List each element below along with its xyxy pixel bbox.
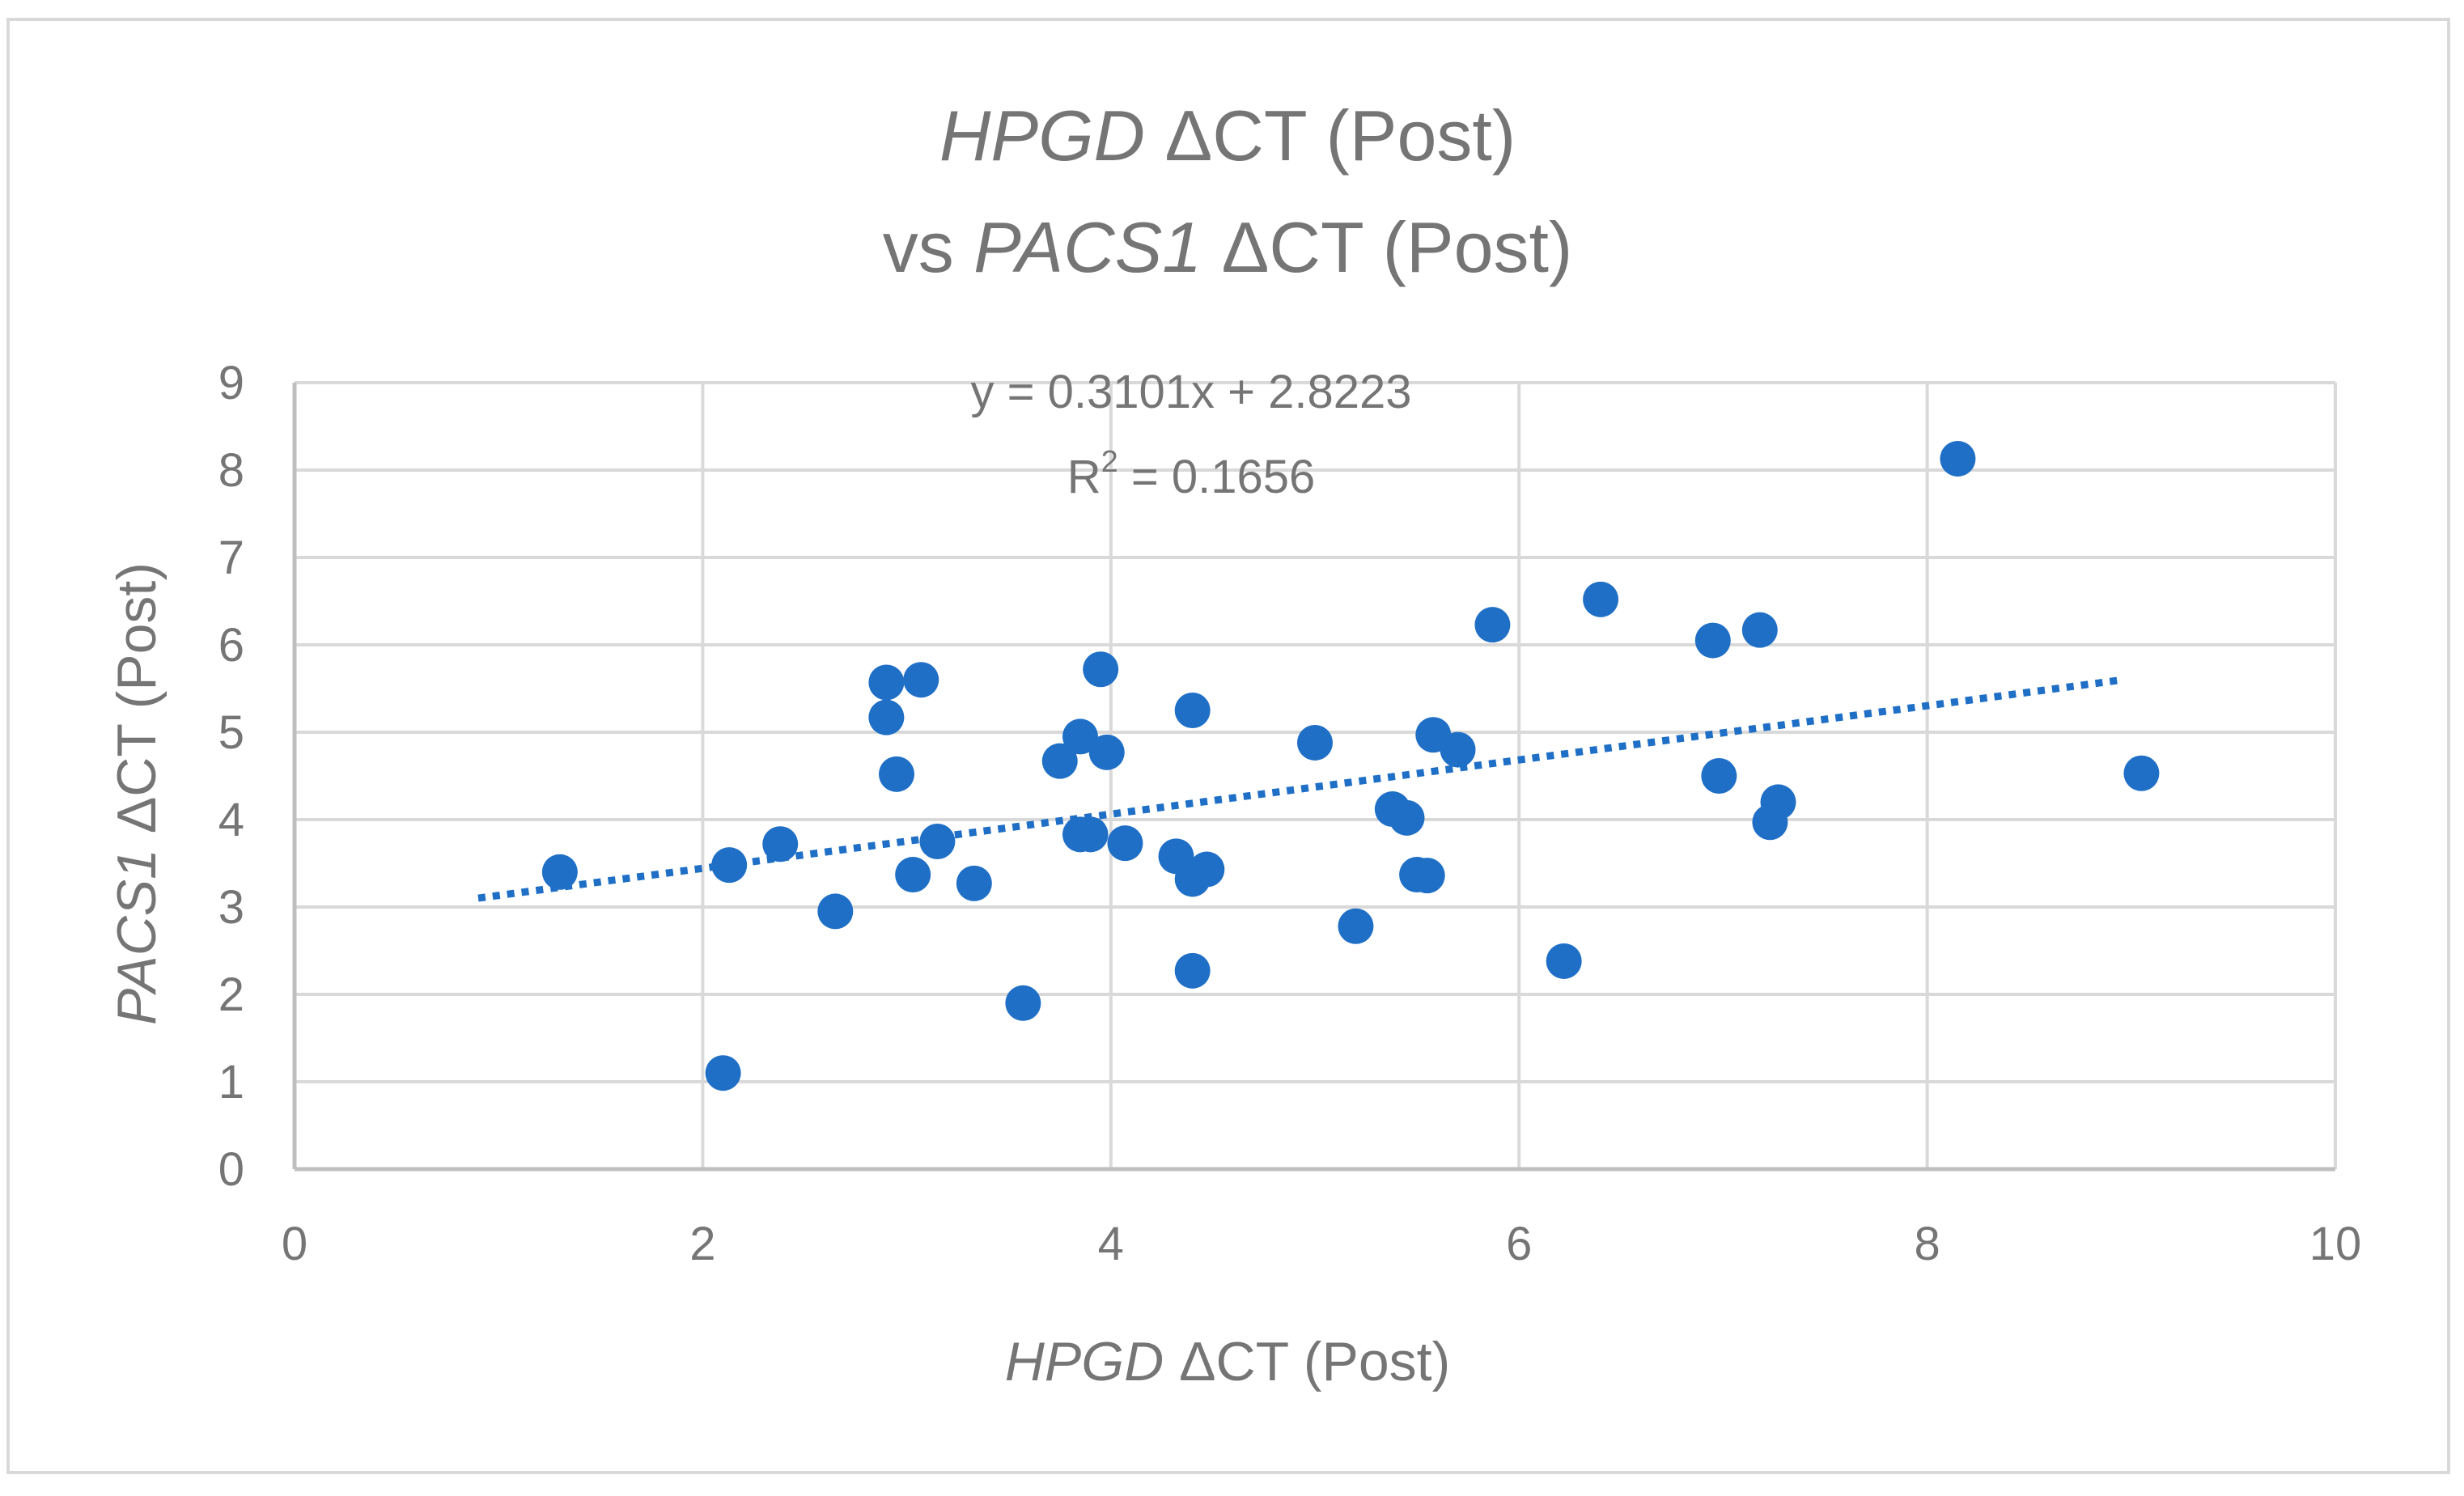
data-point <box>868 699 905 735</box>
data-point <box>1694 622 1731 659</box>
y-tick-label: 6 <box>218 619 244 672</box>
y-tick-label: 9 <box>218 357 244 409</box>
data-point <box>1389 799 1425 836</box>
data-point <box>1041 743 1078 779</box>
data-point <box>1409 858 1445 894</box>
x-tick-label: 2 <box>689 1218 715 1270</box>
x-axis-title: HPGD ΔCT (Post) <box>1005 1331 1450 1392</box>
x-tick-label: 4 <box>1098 1218 1124 1270</box>
data-point <box>1189 851 1225 888</box>
chart-title-line1: HPGD ΔCT (Post) <box>939 95 1516 176</box>
data-point <box>1741 612 1778 648</box>
title-line1-rest: ΔCT (Post) <box>1145 95 1516 176</box>
chart-title-line2: vs PACS1 ΔCT (Post) <box>883 207 1573 287</box>
chart-frame: HPGD ΔCT (Post) vs PACS1 ΔCT (Post) 0 1 2 3… <box>6 18 2450 1474</box>
data-point <box>711 847 748 884</box>
y-tick-label: 2 <box>218 968 244 1021</box>
data-point <box>1062 718 1098 755</box>
data-point <box>868 664 905 701</box>
r2-superscript: 2 <box>1101 445 1118 479</box>
x-tick-label: 8 <box>1914 1218 1940 1270</box>
data-point <box>1474 607 1511 643</box>
y-tick-label: 4 <box>218 794 244 846</box>
scatter-chart: HPGD ΔCT (Post) vs PACS1 ΔCT (Post) 0 1 2 3… <box>106 95 2361 1392</box>
data-point <box>1701 758 1737 794</box>
title-line2-rest: ΔCT (Post) <box>1202 207 1572 287</box>
data-point <box>878 756 914 792</box>
title-line2-prefix: vs <box>883 207 973 287</box>
x-tick-labels: 0 2 4 6 8 10 <box>282 1218 2361 1270</box>
data-point <box>1107 825 1143 862</box>
x-axis-rest: ΔCT (Post) <box>1164 1331 1450 1392</box>
x-tick-label: 0 <box>282 1218 307 1270</box>
y-axis-title: PACS1 ΔCT (Post) <box>106 562 168 1025</box>
data-point <box>1083 651 1119 688</box>
data-point <box>1760 784 1796 820</box>
data-point <box>1174 693 1211 728</box>
data-point <box>895 857 931 893</box>
data-point <box>762 826 799 862</box>
title-gene-hpgd: HPGD <box>939 95 1145 176</box>
axes <box>292 383 2335 1172</box>
y-axis-rest: ΔCT (Post) <box>106 562 168 849</box>
data-point <box>1072 816 1109 853</box>
y-tick-label: 3 <box>218 881 244 934</box>
data-point <box>1338 908 1374 944</box>
data-point <box>1440 731 1476 768</box>
r2-value: = 0.1656 <box>1118 451 1316 503</box>
data-point <box>956 865 992 901</box>
trendline-equation: y = 0.3101x + 2.8223 <box>971 366 1412 418</box>
y-tick-label: 0 <box>218 1143 244 1196</box>
data-point <box>2123 755 2160 791</box>
data-point <box>1005 985 1041 1021</box>
data-point <box>1546 943 1582 979</box>
y-tick-label: 1 <box>218 1056 244 1108</box>
data-point <box>1583 581 1619 617</box>
data-point <box>1940 440 1976 477</box>
data-point <box>919 824 956 859</box>
data-point <box>541 854 578 890</box>
x-tick-label: 6 <box>1506 1218 1532 1270</box>
x-axis-gene: HPGD <box>1005 1331 1164 1392</box>
data-point <box>817 893 854 930</box>
x-tick-label: 10 <box>2309 1218 2362 1270</box>
data-point <box>1297 724 1333 761</box>
y-tick-label: 5 <box>218 706 244 759</box>
r2-label: R <box>1067 451 1101 503</box>
y-tick-labels: 0 1 2 3 4 5 6 7 8 9 <box>218 357 244 1196</box>
data-points <box>541 440 2160 1091</box>
data-point <box>1088 734 1125 770</box>
y-tick-label: 7 <box>218 532 244 584</box>
y-axis-gene: PACS1 <box>106 849 168 1025</box>
y-tick-label: 8 <box>218 444 244 497</box>
title-gene-pacs1: PACS1 <box>973 207 1202 287</box>
trendline-r-squared: R2 = 0.1656 <box>1067 445 1316 503</box>
data-point <box>1174 952 1211 989</box>
data-point <box>903 662 939 698</box>
data-point <box>705 1055 741 1091</box>
